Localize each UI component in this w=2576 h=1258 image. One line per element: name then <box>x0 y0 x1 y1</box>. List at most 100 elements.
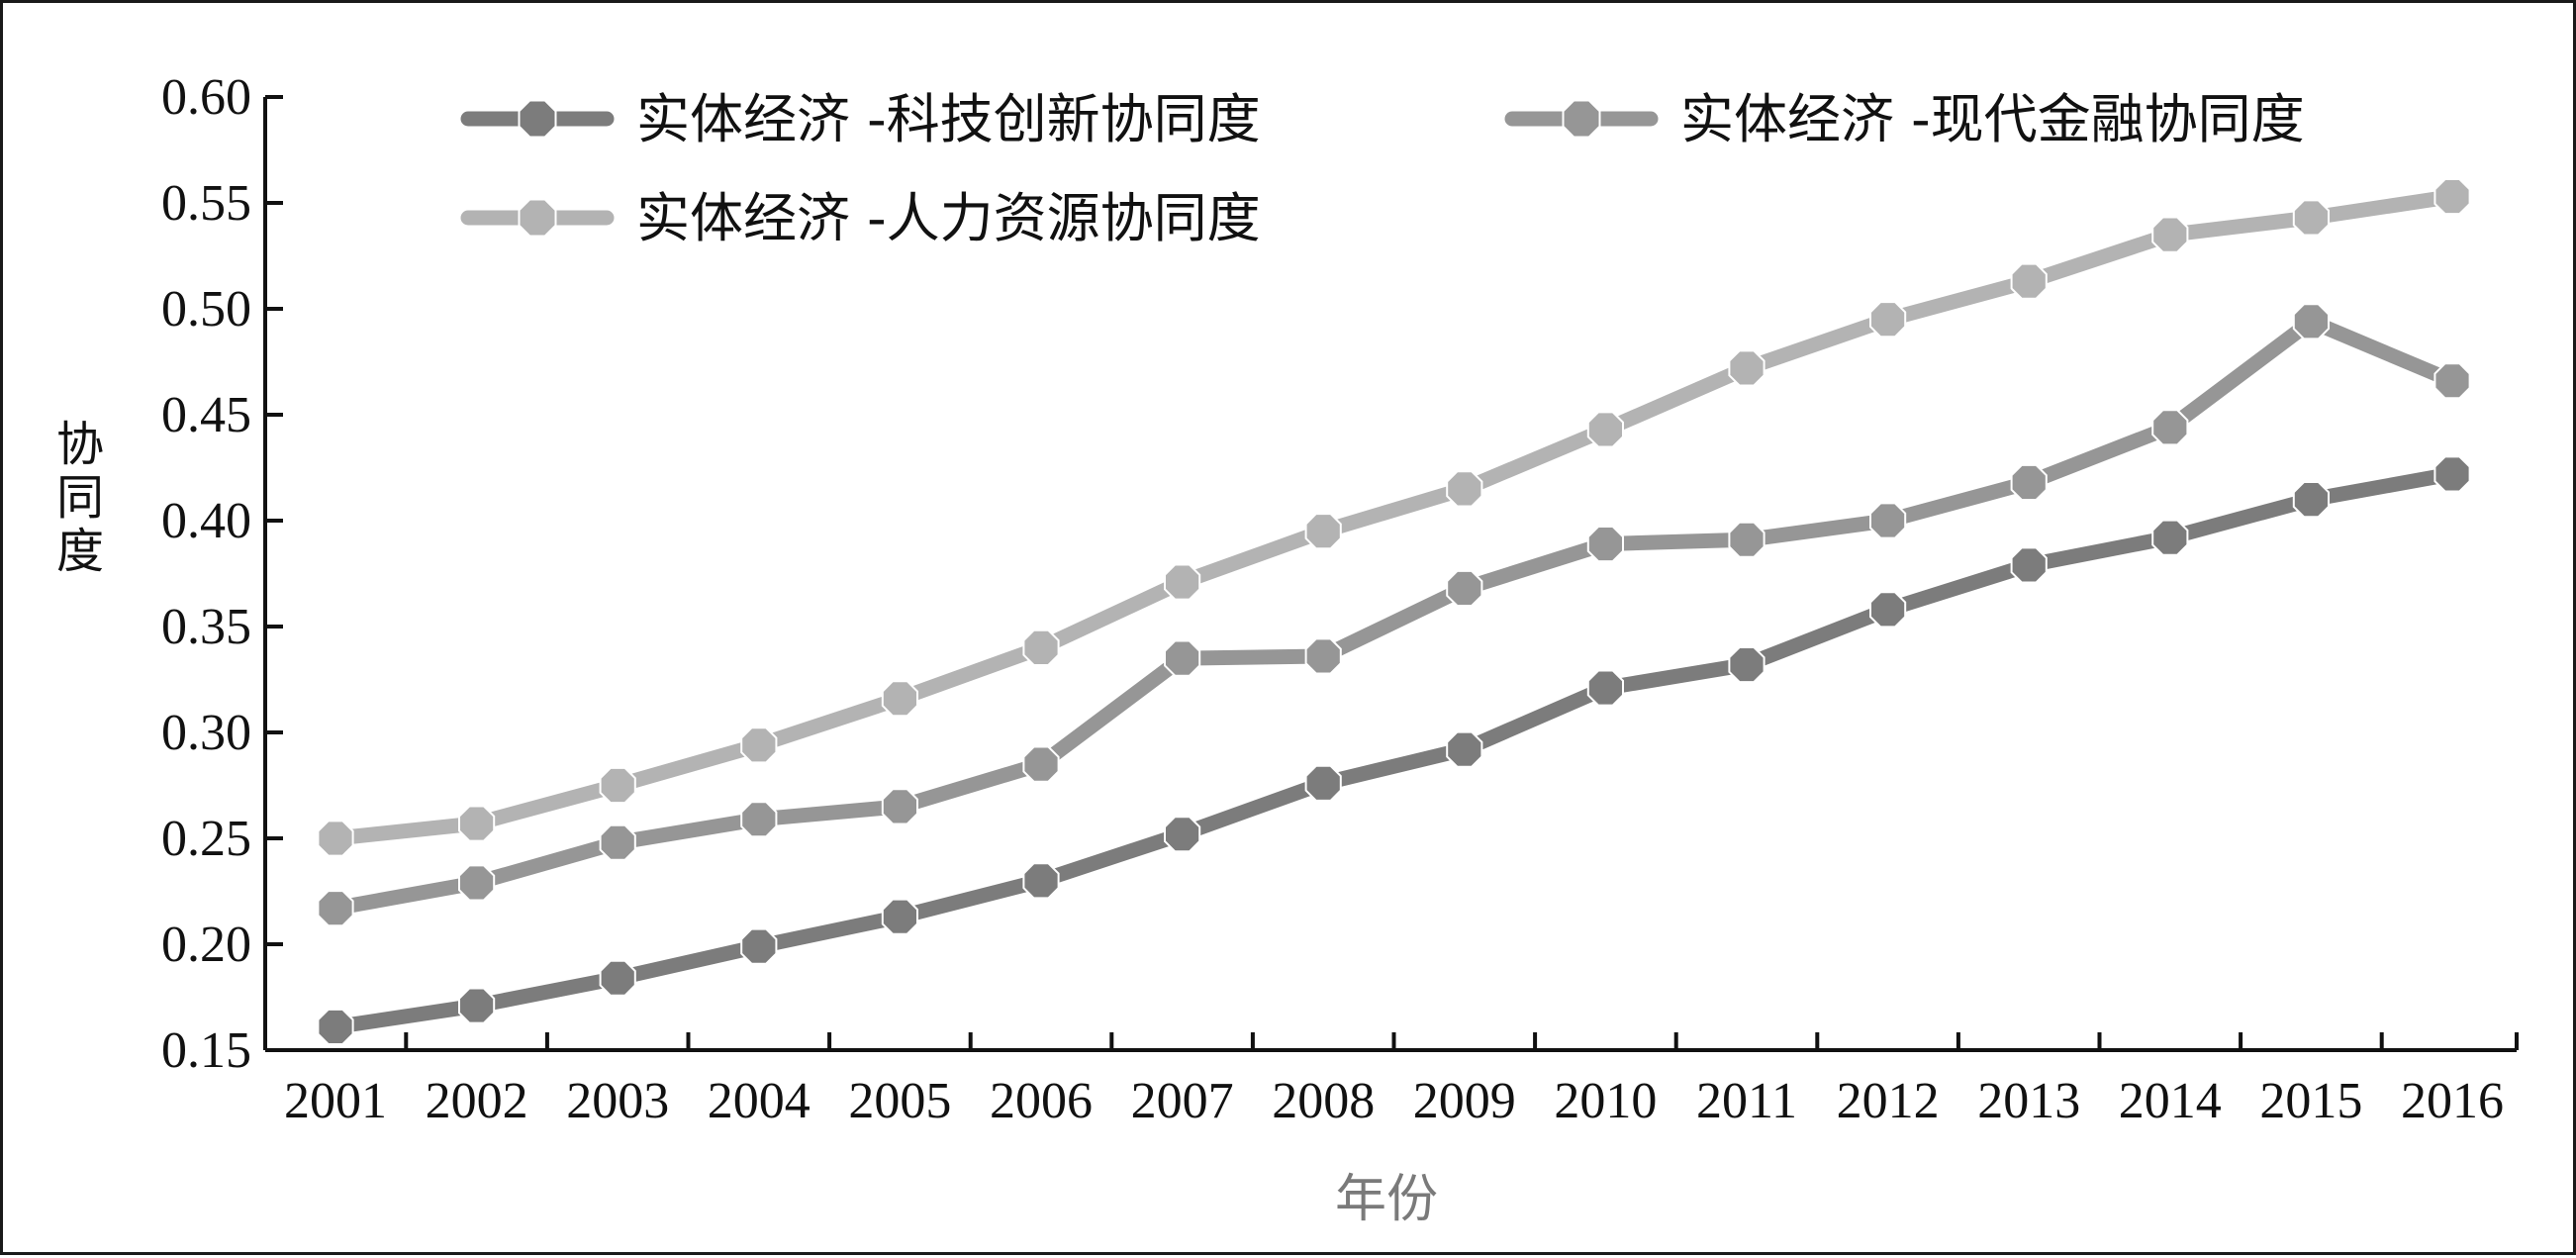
data-point <box>1304 764 1342 802</box>
line-chart: 0.15 0.20 0.25 0.30 0.35 0.40 0.45 0.50 0.55 0.60… <box>56 69 2519 1229</box>
series-line <box>328 466 2460 1034</box>
data-point <box>599 766 636 805</box>
data-point <box>1728 521 1765 558</box>
data-point <box>1022 745 1060 783</box>
data-point <box>1022 629 1060 666</box>
y-tick-label: 0.50 <box>161 281 251 338</box>
x-tick-label: 2001 <box>284 1073 387 1129</box>
y-axis-title-char: 同 <box>56 470 104 526</box>
data-point <box>2151 519 2189 556</box>
data-point <box>458 805 496 842</box>
data-point <box>2292 303 2330 340</box>
y-tick-label: 0.55 <box>161 175 251 232</box>
data-point <box>317 820 354 857</box>
data-point <box>317 1008 354 1045</box>
series-line <box>328 314 2460 917</box>
data-point <box>1446 569 1483 607</box>
y-axis-title-char: 度 <box>56 524 104 579</box>
legend-marker <box>1562 99 1601 139</box>
x-axis-title: 年份 <box>1335 1170 1438 1229</box>
x-tick-label: 2007 <box>1131 1073 1234 1129</box>
x-axis-ticks: 2001 2002 2003 2004 2005 2006 2007 2008 2009 2010… <box>284 1032 2519 1129</box>
data-point <box>1304 637 1342 675</box>
series-line <box>328 189 2460 846</box>
axes <box>263 97 2517 1052</box>
x-tick-label: 2008 <box>1272 1073 1375 1129</box>
y-axis-title: 协同度 <box>56 417 104 579</box>
data-point <box>1164 563 1201 601</box>
x-tick-label: 2016 <box>2401 1073 2504 1129</box>
data-point <box>740 927 778 965</box>
data-point <box>2151 409 2189 446</box>
data-point <box>2292 481 2330 519</box>
legend-item: 实体经济 -现代金融协同度 <box>1504 88 2305 150</box>
series-layer <box>317 178 2471 1045</box>
data-point <box>1446 730 1483 768</box>
data-point <box>1869 301 1907 339</box>
legend-item: 实体经济 -科技创新协同度 <box>460 88 1261 150</box>
data-point <box>1586 526 1624 563</box>
data-point <box>2151 216 2189 253</box>
y-tick-label: 0.45 <box>161 387 251 443</box>
data-point <box>740 801 778 838</box>
series-3 <box>317 178 2471 857</box>
y-axis-title-char: 协 <box>56 417 104 472</box>
y-tick-label: 0.25 <box>161 811 251 867</box>
data-point <box>2292 199 2330 237</box>
data-point <box>1728 646 1765 684</box>
x-tick-label: 2013 <box>1977 1073 2080 1129</box>
data-point <box>881 788 918 825</box>
data-point <box>599 959 636 997</box>
data-point <box>2010 262 2048 300</box>
y-axis-ticks: 0.15 0.20 0.25 0.30 0.35 0.40 0.45 0.50 0.55 0.60 <box>161 69 283 1079</box>
data-point <box>1022 862 1060 900</box>
data-point <box>317 890 354 927</box>
data-point <box>2433 455 2471 493</box>
y-tick-label: 0.20 <box>161 917 251 973</box>
data-point <box>2433 362 2471 400</box>
data-point <box>1446 470 1483 508</box>
data-point <box>881 680 918 718</box>
x-tick-label: 2015 <box>2259 1073 2362 1129</box>
data-point <box>1164 639 1201 677</box>
series-2 <box>317 303 2471 927</box>
legend-label: 实体经济 -科技创新协同度 <box>636 88 1261 150</box>
y-tick-label: 0.35 <box>161 599 251 655</box>
data-point <box>1728 349 1765 387</box>
x-tick-label: 2014 <box>2119 1073 2222 1129</box>
x-tick-label: 2010 <box>1554 1073 1657 1129</box>
data-point <box>1869 502 1907 539</box>
data-point <box>599 823 636 861</box>
data-point <box>2010 546 2048 584</box>
data-point <box>2433 178 2471 216</box>
legend-item: 实体经济 -人力资源协同度 <box>460 187 1261 249</box>
legend-marker <box>518 198 557 238</box>
data-point <box>1304 513 1342 550</box>
legend-label: 实体经济 -现代金融协同度 <box>1680 88 2305 150</box>
legend-label: 实体经济 -人力资源协同度 <box>636 187 1261 249</box>
data-point <box>881 898 918 935</box>
data-point <box>2010 463 2048 501</box>
data-point <box>458 987 496 1024</box>
x-tick-label: 2011 <box>1696 1073 1797 1129</box>
legend-marker <box>518 99 557 139</box>
x-tick-label: 2005 <box>848 1073 951 1129</box>
x-tick-label: 2009 <box>1413 1073 1516 1129</box>
x-tick-label: 2006 <box>990 1073 1093 1129</box>
y-tick-label: 0.15 <box>161 1022 251 1079</box>
x-tick-label: 2003 <box>566 1073 669 1129</box>
x-tick-label: 2004 <box>708 1073 811 1129</box>
y-tick-label: 0.40 <box>161 493 251 549</box>
data-point <box>458 864 496 902</box>
series-1 <box>317 455 2471 1045</box>
data-point <box>740 726 778 764</box>
data-point <box>1164 816 1201 853</box>
y-tick-label: 0.30 <box>161 705 251 761</box>
x-tick-label: 2012 <box>1837 1073 1940 1129</box>
y-tick-label: 0.60 <box>161 69 251 126</box>
data-point <box>1869 591 1907 629</box>
x-tick-label: 2002 <box>426 1073 528 1129</box>
data-point <box>1586 411 1624 448</box>
